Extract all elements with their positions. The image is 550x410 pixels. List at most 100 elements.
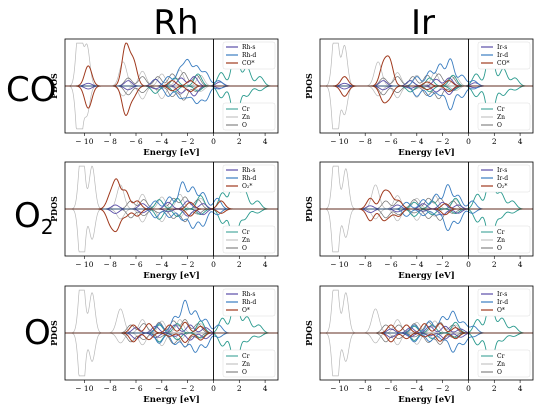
row-title-o2: O2 (14, 196, 54, 239)
x-tick-label: − 10 (330, 137, 348, 146)
legend-entry: O₂* (497, 183, 507, 190)
legend-top: Ir-sIr-dO₂* (477, 164, 531, 193)
legend-entry: CO* (497, 60, 510, 67)
x-tick-label: − 8 (358, 137, 372, 146)
legend-entry: Rh-s (242, 44, 256, 51)
x-tick-label: − 4 (155, 384, 169, 393)
legend-entry: Cr (242, 353, 250, 360)
x-tick-label: 4 (518, 384, 523, 393)
legend-entry: Ir-d (497, 299, 508, 306)
legend-entry: O (497, 369, 502, 376)
legend-top: Rh-sRh-dO₂* (222, 164, 276, 193)
panel-ir-o2: − 10 − 8 − 6 − 4 − 2 0 2 4 Energy [eV] PDOS Ir-sIr… (304, 161, 534, 281)
series-o-up (65, 72, 278, 87)
x-tick-label: 2 (492, 384, 497, 393)
x-tick-label: − 4 (410, 260, 424, 269)
x-axis-label: Energy [eV] (398, 271, 454, 281)
axes-frame (64, 161, 279, 257)
legend-entry: Cr (242, 106, 250, 113)
x-tick-label: − 8 (358, 260, 372, 269)
x-tick-label: 2 (237, 137, 242, 146)
plot-area (65, 42, 278, 130)
x-tick-label: − 4 (155, 260, 169, 269)
legend-entry: Ir-s (497, 44, 507, 51)
x-tick-label: − 2 (436, 137, 450, 146)
x-tick-label: 2 (492, 137, 497, 146)
axes-frame (319, 161, 534, 257)
legend-entry: O (497, 122, 502, 129)
x-tick-label: − 10 (75, 260, 93, 269)
y-axis-label: PDOS (304, 320, 314, 346)
x-tick-label: − 4 (410, 384, 424, 393)
axes-frame (64, 285, 279, 381)
x-tick-label: 0 (211, 137, 216, 146)
plot-area (320, 42, 533, 130)
axes-frame (319, 38, 534, 134)
x-tick-label: 2 (237, 384, 242, 393)
axes-frame (319, 285, 534, 381)
legend-entry: Ir-s (497, 291, 507, 298)
x-tick-label: − 2 (181, 260, 195, 269)
series-o-up (320, 197, 533, 210)
series-metal_d-down (65, 85, 278, 105)
panel-rh-co: − 10 − 8 − 6 − 4 − 2 0 2 4 Energy [eV] PDOS Rh-sRh… (49, 38, 279, 158)
panel-rh-o2: − 10 − 8 − 6 − 4 − 2 0 2 4 Energy [eV] PDOS Rh-sRh… (49, 161, 279, 281)
legend-top: Rh-sRh-dCO* (222, 41, 276, 70)
legend-entry: Rh-d (242, 175, 256, 182)
x-tick-label: − 10 (330, 260, 348, 269)
legend-entry: O₂* (242, 183, 252, 190)
column-title-rh: Rh (153, 3, 198, 43)
column-title-ir: Ir (411, 3, 435, 43)
x-tick-label: 4 (518, 137, 523, 146)
row-title-co: CO (6, 70, 57, 110)
x-tick-label: − 8 (103, 137, 117, 146)
x-tick-label: − 10 (75, 137, 93, 146)
legend-entry: Zn (497, 361, 505, 368)
plot-area (65, 289, 278, 377)
legend-entry: O* (497, 307, 505, 314)
x-tick-label: − 4 (155, 137, 169, 146)
x-tick-label: − 2 (436, 384, 450, 393)
x-tick-label: − 2 (181, 384, 195, 393)
x-tick-label: 2 (492, 260, 497, 269)
series-o-up (320, 321, 533, 334)
legend-entry: Rh-d (242, 299, 256, 306)
x-tick-label: − 6 (384, 137, 398, 146)
x-tick-label: 2 (237, 260, 242, 269)
x-tick-label: − 8 (103, 260, 117, 269)
x-axis-label: Energy [eV] (143, 271, 199, 281)
panel-rh-o: − 10 − 8 − 6 − 4 − 2 0 2 4 Energy [eV] PDOS Rh-sRh… (49, 285, 279, 405)
legend-entry: O (242, 369, 247, 376)
legend-entry: Zn (242, 237, 250, 244)
axes-frame (64, 38, 279, 134)
legend-entry: Cr (242, 229, 250, 236)
x-tick-label: 4 (263, 384, 268, 393)
legend-entry: Ir-d (497, 52, 508, 59)
x-tick-label: − 8 (358, 384, 372, 393)
legend-entry: Zn (242, 114, 250, 121)
x-tick-label: − 8 (103, 384, 117, 393)
x-tick-label: 4 (263, 137, 268, 146)
x-tick-label: − 6 (384, 260, 398, 269)
legend-top: Rh-sRh-dO* (222, 288, 276, 317)
x-tick-label: − 6 (129, 137, 143, 146)
x-tick-label: 0 (211, 260, 216, 269)
plot-area (320, 165, 533, 253)
row-title-o: O (24, 313, 51, 353)
plot-area (65, 165, 278, 253)
x-tick-label: 0 (466, 260, 471, 269)
x-tick-label: − 6 (129, 260, 143, 269)
legend-entry: Cr (497, 353, 505, 360)
plot-area (320, 289, 533, 377)
x-tick-label: 4 (263, 260, 268, 269)
legend-entry: Zn (497, 114, 505, 121)
legend-entry: O (242, 122, 247, 129)
x-tick-label: − 2 (181, 137, 195, 146)
